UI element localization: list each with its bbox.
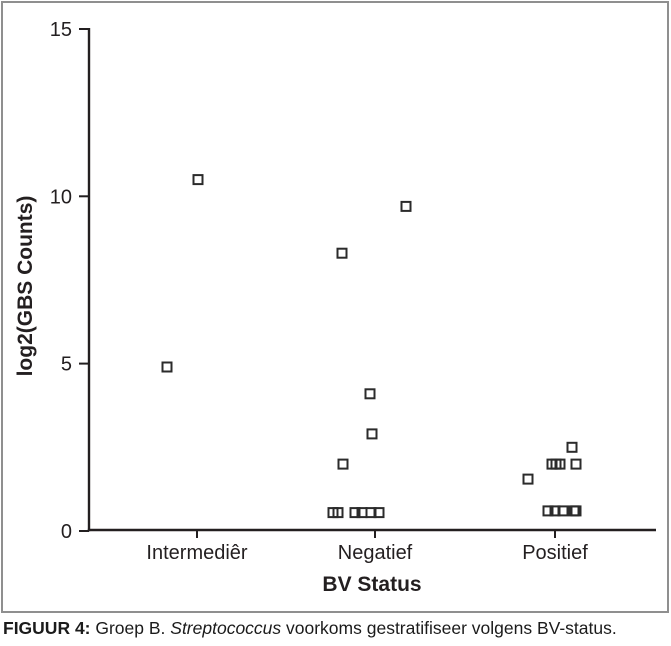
data-point-marker (557, 505, 569, 517)
x-axis-ticks: Intermediêr Negatief Positief (146, 530, 588, 564)
y-tick-label-5: 5 (61, 354, 72, 376)
data-point-marker (332, 507, 344, 519)
y-tick-label-15: 15 (50, 19, 72, 41)
data-point-marker (192, 174, 204, 186)
data-point-marker (373, 507, 385, 519)
x-category-label-intermedier: Intermediêr (146, 542, 247, 564)
caption-text-post: voorkoms gestratifiseer volgens BV-statu… (281, 618, 617, 638)
y-tick-label-10: 10 (50, 186, 72, 208)
data-point-marker (566, 441, 578, 453)
data-point-marker (400, 200, 412, 212)
y-axis-title: log2(GBS Counts) (14, 196, 37, 377)
y-tick-label-0: 0 (61, 521, 72, 543)
data-point-marker (366, 428, 378, 440)
data-point-marker (570, 458, 582, 470)
caption-species-name: Streptococcus (170, 618, 282, 638)
data-point-marker (542, 505, 554, 517)
data-point-marker (349, 507, 361, 519)
data-point-marker (356, 507, 368, 519)
x-category-label-positief: Positief (522, 542, 588, 564)
x-category-label-negatief: Negatief (338, 542, 413, 564)
x-axis-title: BV Status (322, 573, 421, 596)
data-point-marker (337, 458, 349, 470)
scatter-plot: 0 5 10 15 Intermediêr Negatief Positief … (14, 19, 656, 596)
caption-figure-label: FIGUUR 4: (3, 618, 91, 638)
data-point-marker (364, 388, 376, 400)
figure-caption: FIGUUR 4: Groep B. Streptococcus voorkom… (3, 618, 669, 640)
data-points-group (161, 174, 582, 519)
data-point-marker (522, 473, 534, 485)
data-point-marker (161, 361, 173, 373)
caption-text-pre: Groep B. (90, 618, 171, 638)
data-point-marker (336, 247, 348, 259)
data-point-marker (570, 505, 582, 517)
data-point-marker (554, 458, 566, 470)
y-axis-ticks: 0 5 10 15 (50, 19, 89, 543)
